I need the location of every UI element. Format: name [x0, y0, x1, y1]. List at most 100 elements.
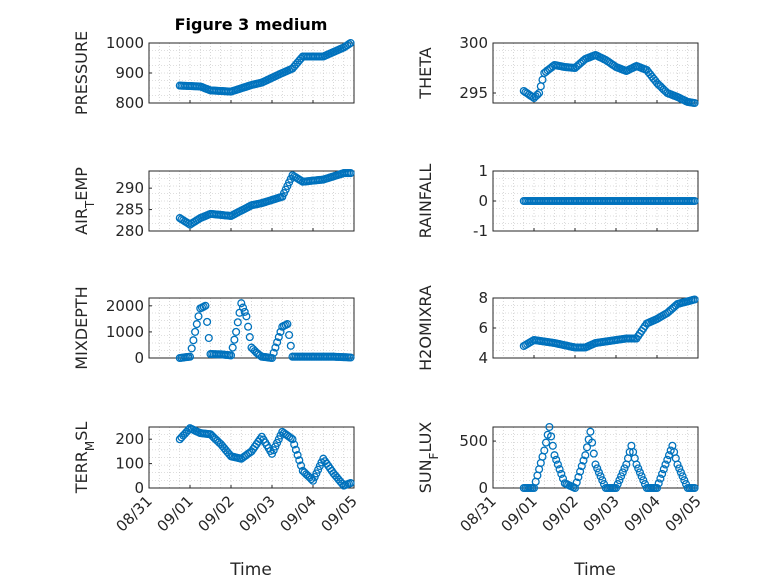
data-point: [593, 464, 602, 473]
data-point: [589, 449, 598, 458]
axes-box: [492, 42, 699, 104]
data-point: [314, 465, 323, 474]
data-point: [658, 469, 667, 478]
y-tick-label: -1: [473, 222, 488, 240]
data-point: [690, 196, 699, 206]
y-tick-label: 1000: [106, 323, 144, 341]
data-point: [673, 460, 682, 469]
data-point: [274, 435, 283, 444]
data-point: [346, 353, 355, 362]
data-point: [276, 327, 285, 336]
data-point: [663, 455, 672, 464]
data-point: [189, 336, 198, 345]
y-tick-label: 295: [459, 84, 488, 102]
data-point: [680, 476, 689, 485]
data-point: [293, 451, 302, 460]
data-point: [557, 469, 566, 478]
data-point: [273, 338, 282, 347]
data-point: [675, 464, 684, 473]
data-point: [244, 322, 253, 331]
data-point: [533, 90, 542, 99]
data-point: [613, 480, 622, 489]
data-point: [659, 465, 668, 474]
data-point: [579, 456, 588, 465]
data-point: [617, 472, 626, 481]
y-tick-label: 1: [478, 162, 488, 180]
data-point: [291, 445, 300, 454]
y-tick-label: 0: [134, 479, 144, 497]
y-tick-label: 200: [115, 430, 144, 448]
data-point: [582, 443, 592, 452]
data-point: [586, 427, 595, 436]
y-tick-label: 8: [478, 289, 488, 307]
y-axis-label: PRESSURE: [72, 31, 91, 115]
subplot-1: 800 900 1000 PRESSURE: [72, 31, 355, 115]
data-point: [541, 438, 551, 447]
subplot-5: 0 1000 2000 MIXDEPTH: [72, 286, 355, 370]
data-point: [237, 299, 246, 308]
data-point: [346, 479, 355, 488]
y-tick-label: 1000: [106, 34, 144, 52]
y-tick-label: 100: [115, 455, 144, 473]
y-tick-label: 280: [115, 222, 144, 240]
data-point: [572, 478, 581, 487]
y-axis-label: THETA: [416, 47, 435, 99]
y-tick-label: 0: [134, 349, 144, 367]
data-point: [283, 320, 292, 329]
y-tick-label: 4: [478, 349, 488, 367]
y-tick-label: 0: [478, 479, 488, 497]
data-point: [676, 468, 685, 477]
data-point: [550, 451, 559, 460]
data-point: [286, 433, 295, 443]
y-axis-label: AIRTEMP: [72, 167, 97, 235]
axes-box: [492, 426, 699, 489]
data-point: [271, 343, 280, 352]
data-point: [269, 446, 278, 455]
y-tick-label: 6: [478, 319, 488, 337]
data-point: [226, 351, 236, 360]
data-point: [637, 472, 646, 481]
data-point: [185, 352, 195, 361]
data-point: [635, 468, 644, 477]
y-axis-label: RAINFALL: [416, 164, 435, 239]
y-tick-label: 800: [115, 94, 144, 112]
data-point: [286, 341, 295, 350]
data-point: [201, 301, 210, 310]
data-point: [312, 469, 321, 478]
data-point: [548, 441, 557, 450]
data-point: [618, 468, 627, 477]
data-point: [632, 460, 641, 469]
data-point: [288, 435, 297, 444]
y-tick-label: 300: [459, 34, 488, 52]
data-point: [344, 40, 353, 49]
data-point: [639, 476, 648, 485]
data-point: [577, 462, 586, 471]
data-point: [552, 455, 561, 464]
axes-box: [148, 297, 355, 359]
data-point: [594, 468, 603, 477]
data-point: [615, 476, 624, 485]
data-point: [528, 92, 537, 101]
data-point: [540, 446, 549, 455]
axes-box: [148, 170, 355, 232]
data-point: [296, 461, 306, 470]
data-point: [192, 320, 201, 329]
data-point: [204, 333, 213, 343]
data-point: [598, 476, 607, 485]
y-tick-label: 900: [115, 64, 144, 82]
data-point: [228, 343, 237, 352]
figure-title: Figure 3 medium: [175, 15, 328, 34]
data-point: [233, 318, 242, 327]
data-point: [240, 307, 249, 316]
data-point: [620, 464, 629, 473]
y-tick-label: 285: [115, 201, 144, 219]
data-point: [346, 38, 355, 48]
data-point: [269, 348, 278, 357]
data-point: [690, 98, 699, 108]
data-point: [274, 333, 283, 342]
subplot-4: -1 0 1 RAINFALL: [416, 162, 699, 240]
subplot-6: 4 6 8 H2OMIXRA: [416, 285, 699, 371]
data-point: [558, 474, 568, 483]
data-point: [242, 312, 251, 321]
data-point: [273, 438, 282, 447]
